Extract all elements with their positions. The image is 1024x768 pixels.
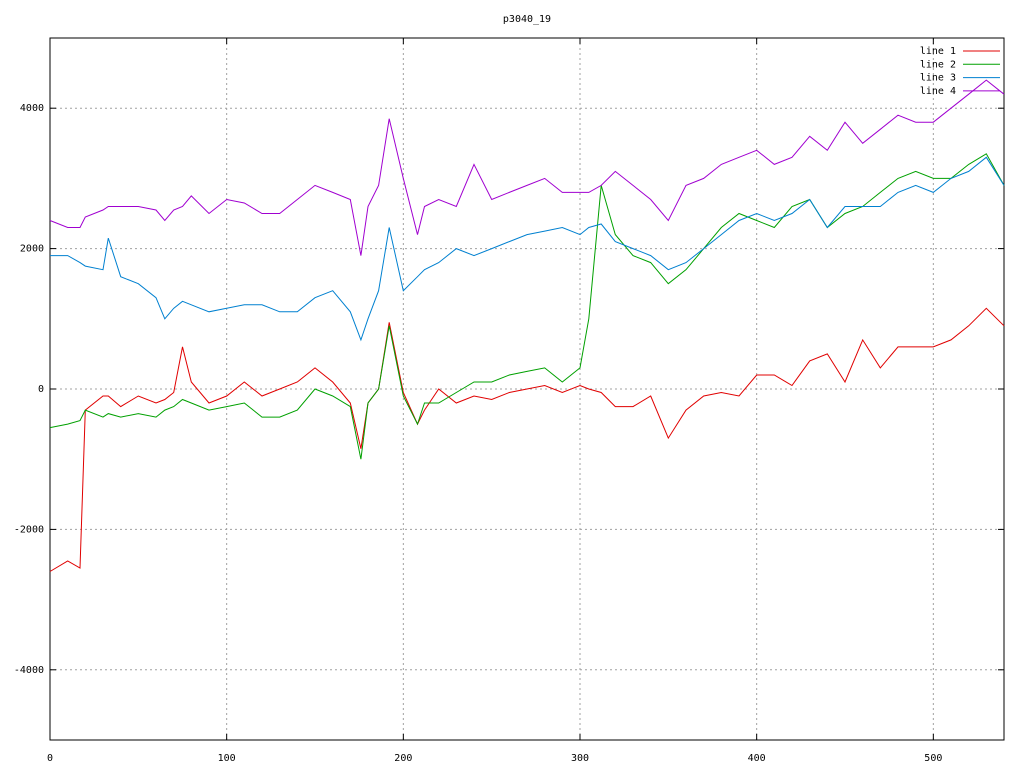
y-tick-label: 0 (38, 384, 44, 395)
y-tick-label: -2000 (14, 524, 44, 535)
x-tick-label: 200 (394, 753, 412, 764)
y-tick-label: 4000 (20, 103, 44, 114)
data-line (49, 153, 1005, 460)
legend-label: line 2 (920, 59, 956, 70)
y-tick-label: -4000 (14, 665, 44, 676)
legend-label: line 4 (920, 86, 956, 97)
data-line (49, 79, 1005, 256)
legend-label: line 1 (920, 46, 956, 57)
x-tick-label: 400 (748, 753, 766, 764)
plot-frame (49, 37, 1005, 741)
x-tick-label: 500 (924, 753, 942, 764)
x-tick-label: 100 (218, 753, 236, 764)
data-line (49, 307, 1005, 572)
legend-label: line 3 (920, 73, 956, 84)
x-tick-label: 0 (47, 753, 53, 764)
y-tick-label: 2000 (20, 244, 44, 255)
x-tick-label: 300 (571, 753, 589, 764)
data-line (50, 156, 1005, 342)
chart-title: p3040_19 (503, 14, 551, 25)
